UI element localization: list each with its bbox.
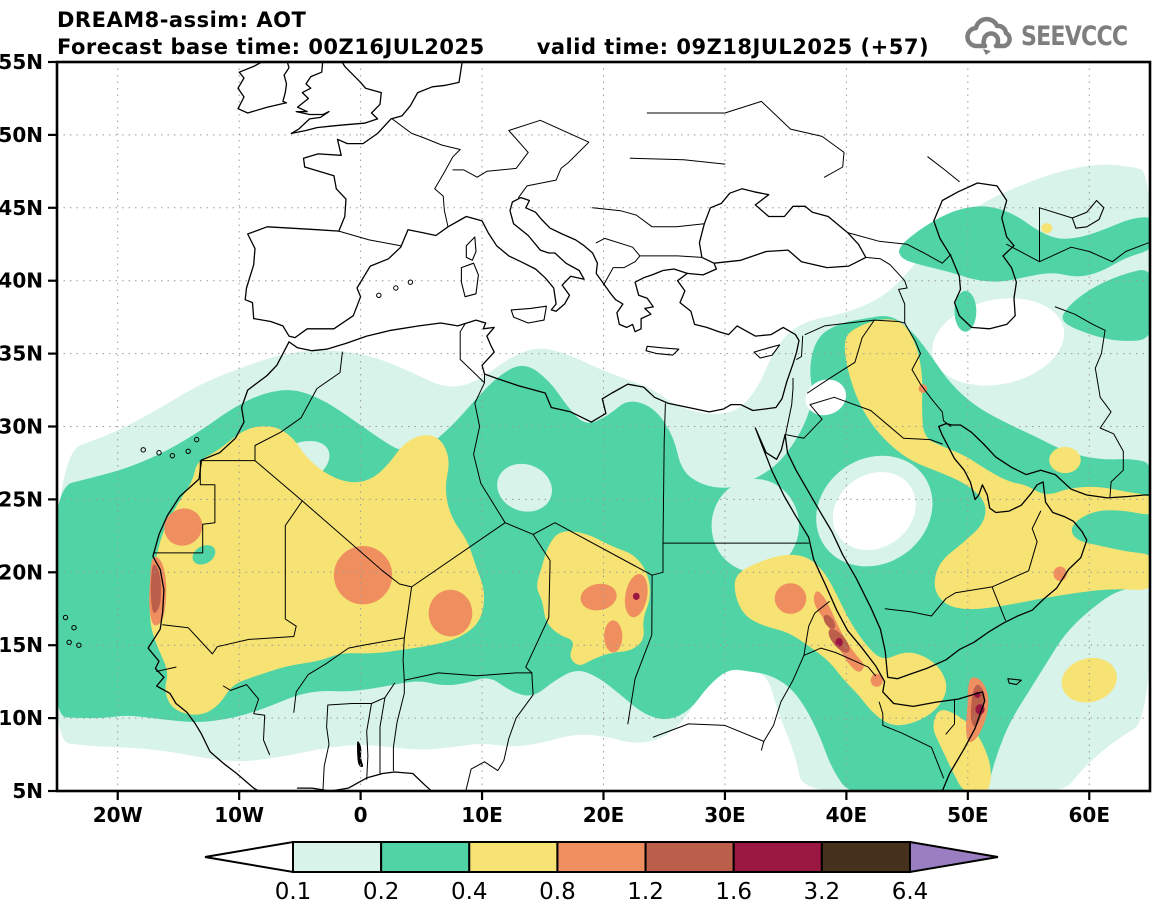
colorbar-cell — [820, 841, 911, 873]
subtitle-row: Forecast base time: 00Z16JUL2025 valid t… — [57, 35, 929, 59]
lat-label: 40N — [0, 269, 43, 293]
colorbar-label: 0.1 — [275, 879, 312, 905]
colorbar-label: 6.4 — [892, 879, 929, 905]
lon-label: 10E — [461, 803, 503, 827]
lon-label: 30E — [704, 803, 746, 827]
valid-time: valid time: 09Z18JUL2025 (+57) — [536, 35, 930, 59]
colorbar-cell — [732, 841, 823, 873]
lat-label: 25N — [0, 487, 43, 511]
lat-label: 15N — [0, 633, 43, 657]
colorbar-under-arrow — [204, 840, 294, 874]
colorbar-label: 1.6 — [715, 879, 752, 905]
lon-label: 50E — [947, 803, 989, 827]
lon-label: 20E — [583, 803, 625, 827]
lat-label: 45N — [0, 196, 43, 220]
forecast-base-time: Forecast base time: 00Z16JUL2025 — [57, 35, 485, 59]
colorbar-cell — [644, 841, 735, 873]
lon-label: 10W — [214, 803, 264, 827]
colorbar-over-arrow — [908, 840, 999, 874]
aot-field — [57, 62, 1150, 791]
page-title: DREAM8-assim: AOT — [57, 8, 307, 32]
lon-label: 60E — [1069, 803, 1111, 827]
colorbar-cell — [292, 841, 383, 873]
lat-label: 10N — [0, 706, 43, 730]
colorbar-label: 0.2 — [363, 879, 400, 905]
lat-label: 50N — [0, 123, 43, 147]
colorbar-label: 3.2 — [804, 879, 841, 905]
colorbar-label: 1.2 — [627, 879, 664, 905]
colorbar-cell — [468, 841, 559, 873]
lon-label: 40E — [826, 803, 868, 827]
lat-label: 55N — [0, 50, 43, 74]
logo-text: SEEVCCC — [1021, 20, 1128, 52]
lat-label: 20N — [0, 560, 43, 584]
title-block: DREAM8-assim: AOT Forecast base time: 00… — [57, 8, 929, 59]
colorbar-cell — [556, 841, 647, 873]
colorbar-cell — [380, 841, 471, 873]
seevccc-logo: SEEVCCC — [963, 16, 1151, 56]
lat-label: 30N — [0, 415, 43, 439]
cloud-icon — [965, 16, 1013, 55]
lon-label: 20W — [93, 803, 143, 827]
lat-label: 35N — [0, 342, 43, 366]
lat-label: 5N — [12, 779, 43, 803]
colorbar-label: 0.4 — [451, 879, 488, 905]
colorbar-label: 0.8 — [539, 879, 576, 905]
lon-label: 0 — [354, 803, 368, 827]
